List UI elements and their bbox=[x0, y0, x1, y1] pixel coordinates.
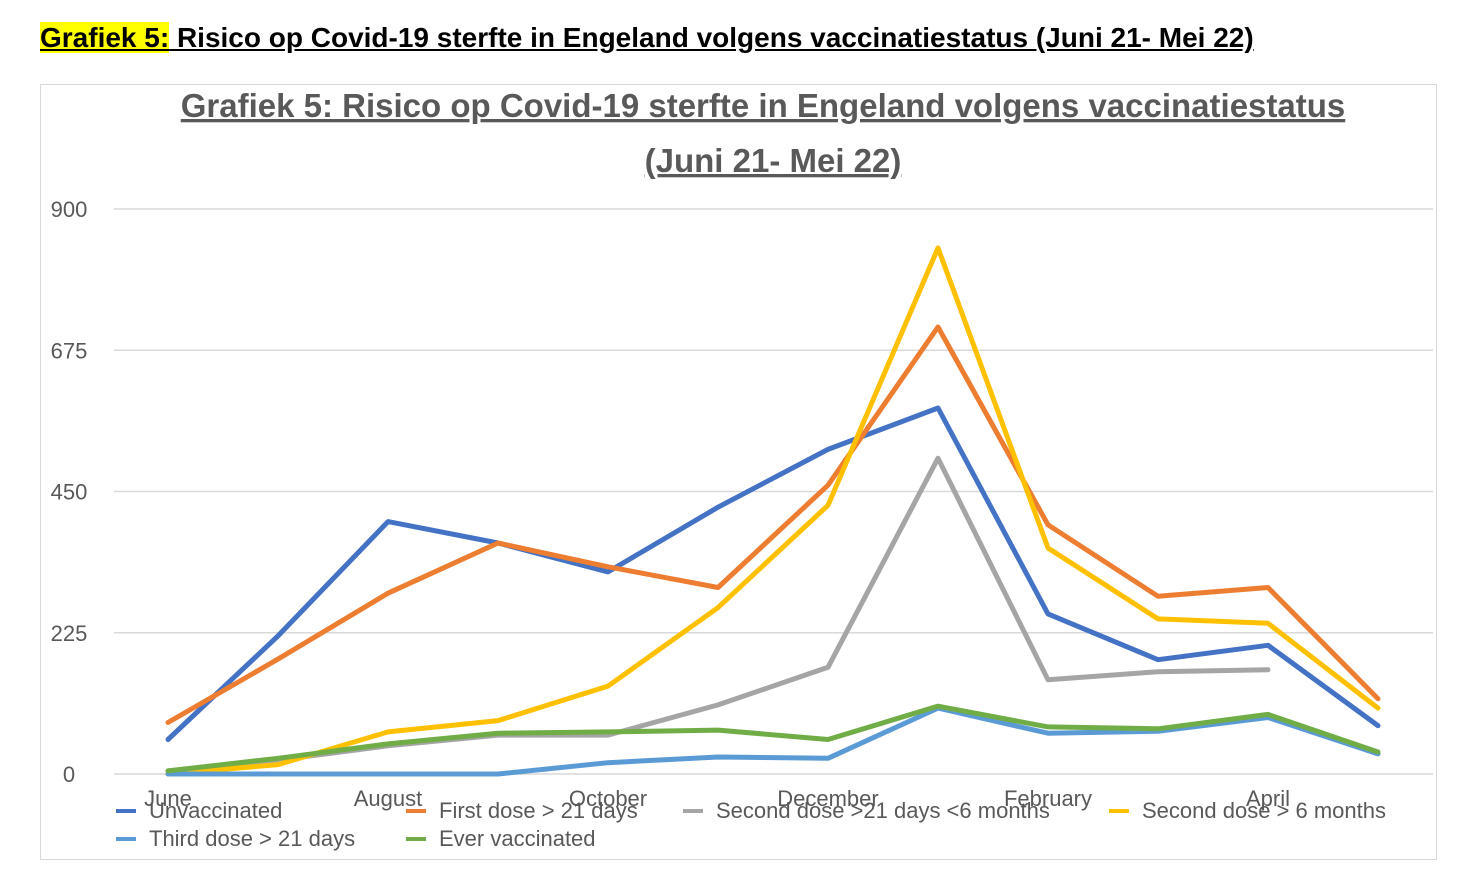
heading-highlight: Grafiek 5: bbox=[40, 22, 170, 53]
series-3 bbox=[165, 245, 1381, 777]
legend-label: Third dose > 21 days bbox=[149, 826, 355, 851]
x-tick-label: August bbox=[354, 786, 423, 811]
legend-item: Third dose > 21 days bbox=[116, 826, 355, 851]
x-tick-label: June bbox=[144, 786, 192, 811]
legend-label: Unvaccinated bbox=[149, 798, 282, 823]
series-4 bbox=[165, 705, 1381, 777]
legend-label: Ever vaccinated bbox=[439, 826, 596, 851]
series-line bbox=[165, 703, 1381, 774]
series-1 bbox=[165, 324, 1381, 725]
chart-title-line-1: Grafiek 5: Risico op Covid-19 sterfte in… bbox=[181, 87, 1346, 124]
x-tick-label: February bbox=[1004, 786, 1092, 811]
x-axis-tick-labels: June August October December February April bbox=[144, 786, 1290, 811]
x-tick-label: December bbox=[777, 786, 878, 811]
grid-layer bbox=[114, 208, 1433, 775]
x-tick-label: October bbox=[569, 786, 647, 811]
legend-item: Ever vaccinated bbox=[406, 826, 596, 851]
series-0 bbox=[165, 405, 1381, 742]
legend-label: Second dose >21 days <6 months bbox=[716, 798, 1050, 823]
chart-svg: Grafiek 5: Risico op Covid-19 sterfte in… bbox=[51, 87, 1433, 851]
legend-item: Second dose >21 days <6 months bbox=[683, 798, 1050, 823]
x-tick-label: April bbox=[1246, 786, 1290, 811]
legend-item: Second dose > 6 months bbox=[1109, 798, 1386, 823]
chart-frame: Grafiek 5: Risico op Covid-19 sterfte in… bbox=[40, 84, 1437, 860]
y-tick-label: 0 bbox=[63, 762, 75, 787]
y-tick-label: 900 bbox=[51, 197, 88, 222]
series-layer bbox=[165, 245, 1381, 777]
chart-title-line-2: (Juni 21- Mei 22) bbox=[645, 142, 902, 179]
series-line bbox=[165, 324, 1381, 725]
legend: Unvaccinated First dose > 21 days Second d… bbox=[116, 798, 1386, 851]
page-heading: Grafiek 5: Risico op Covid-19 sterfte in… bbox=[40, 22, 1254, 54]
y-tick-label: 225 bbox=[51, 621, 88, 646]
series-line bbox=[165, 405, 1381, 742]
legend-item: Unvaccinated bbox=[116, 798, 282, 823]
series-5 bbox=[165, 703, 1381, 774]
y-tick-label: 450 bbox=[51, 480, 88, 505]
heading-text: Risico op Covid-19 sterfte in Engeland v… bbox=[169, 22, 1254, 53]
series-line bbox=[165, 705, 1381, 777]
series-line bbox=[165, 245, 1381, 777]
legend-item: First dose > 21 days bbox=[406, 798, 638, 823]
legend-label: Second dose > 6 months bbox=[1142, 798, 1386, 823]
y-axis-tick-labels: 0 225 450 675 900 bbox=[51, 197, 88, 787]
y-tick-label: 675 bbox=[51, 338, 88, 363]
legend-label: First dose > 21 days bbox=[439, 798, 638, 823]
